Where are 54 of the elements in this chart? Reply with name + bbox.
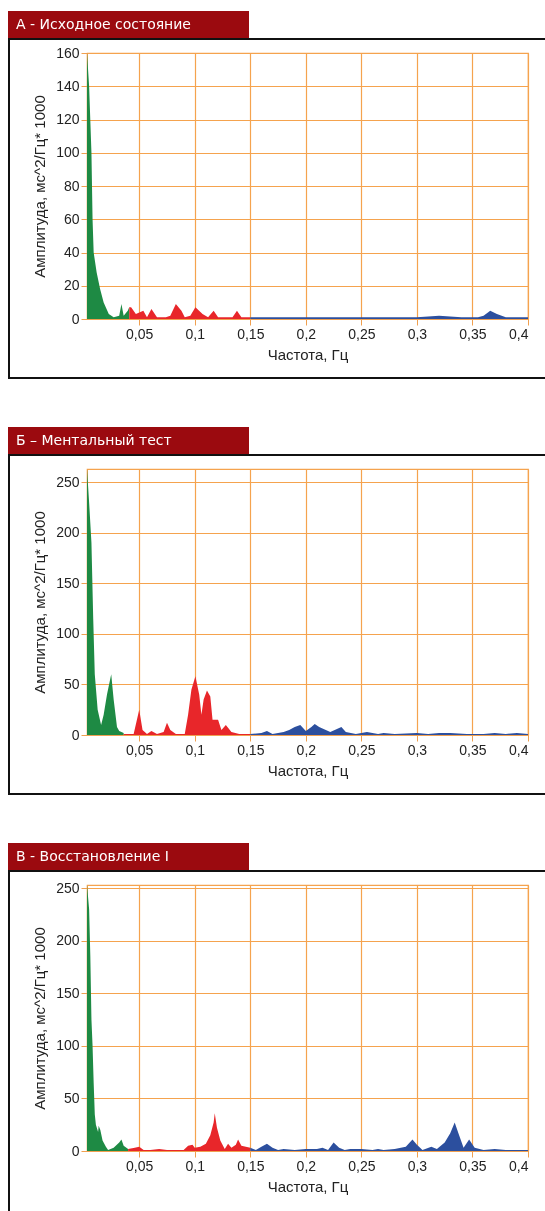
x-tick-label: 0,25: [348, 741, 376, 758]
y-tick-label: 40: [63, 244, 80, 260]
x-axis-title: Частота, Гц: [267, 1177, 349, 1195]
x-tick-label: 0,3: [407, 741, 428, 758]
x-tick-label: 0,2: [296, 741, 317, 758]
y-tick-label: 0: [71, 1142, 80, 1159]
y-axis-title: Амплитуда, мс^2/Гц* 1000: [31, 927, 49, 1110]
x-tick-label: 0,4: [509, 325, 529, 342]
y-tick-label: 140: [56, 77, 80, 94]
x-tick-label: 0,15: [237, 741, 265, 758]
y-tick-label: 200: [56, 524, 80, 541]
x-tick-label: 0,1: [185, 741, 206, 758]
x-tick-label: 0,15: [237, 1157, 265, 1174]
y-tick-label: 0: [71, 310, 80, 327]
y-axis-title: Амплитуда, мс^2/Гц* 1000: [31, 511, 49, 694]
y-tick-label: 200: [56, 932, 80, 949]
y-tick-label: 160: [56, 44, 80, 61]
y-tick-label: 150: [56, 984, 80, 1001]
x-tick-label: 0,25: [348, 325, 376, 342]
y-tick-label: 50: [63, 675, 80, 692]
y-tick-label: 150: [56, 574, 80, 591]
chart-title: В - Восстановление I: [8, 843, 249, 870]
y-tick-label: 100: [56, 625, 80, 642]
x-tick-label: 0,1: [185, 325, 206, 342]
x-tick-label: 0,1: [185, 1157, 206, 1174]
y-tick-label: 100: [56, 144, 80, 161]
x-tick-label: 0,05: [126, 741, 154, 758]
x-tick-label: 0,3: [407, 325, 428, 342]
y-tick-label: 60: [63, 210, 80, 227]
x-tick-label: 0,4: [509, 741, 529, 758]
y-tick-label: 0: [71, 726, 80, 743]
y-axis-title: Амплитуда, мс^2/Гц* 1000: [31, 95, 49, 278]
chart-title: Б – Ментальный тест: [8, 427, 249, 454]
x-axis-title: Частота, Гц: [267, 761, 349, 779]
x-tick-label: 0,3: [407, 1157, 428, 1174]
x-tick-label: 0,05: [126, 1157, 154, 1174]
y-tick-label: 250: [56, 473, 80, 490]
x-tick-label: 0,15: [237, 325, 265, 342]
y-tick-label: 100: [56, 1037, 80, 1054]
x-tick-label: 0,35: [459, 1157, 487, 1174]
chart-title: А - Исходное состояние: [8, 11, 249, 38]
y-tick-label: 20: [63, 277, 80, 294]
x-tick-label: 0,25: [348, 1157, 376, 1174]
y-tick-label: 50: [63, 1089, 80, 1106]
x-tick-label: 0,4: [509, 1157, 529, 1174]
x-tick-label: 0,2: [296, 1157, 317, 1174]
x-axis-title: Частота, Гц: [267, 345, 349, 363]
x-tick-label: 0,35: [459, 741, 487, 758]
y-tick-label: 250: [56, 879, 80, 896]
y-tick-label: 120: [56, 111, 80, 127]
x-tick-label: 0,2: [296, 325, 317, 342]
x-tick-label: 0,35: [459, 325, 487, 342]
x-tick-label: 0,05: [126, 325, 154, 342]
y-tick-label: 80: [63, 177, 80, 194]
